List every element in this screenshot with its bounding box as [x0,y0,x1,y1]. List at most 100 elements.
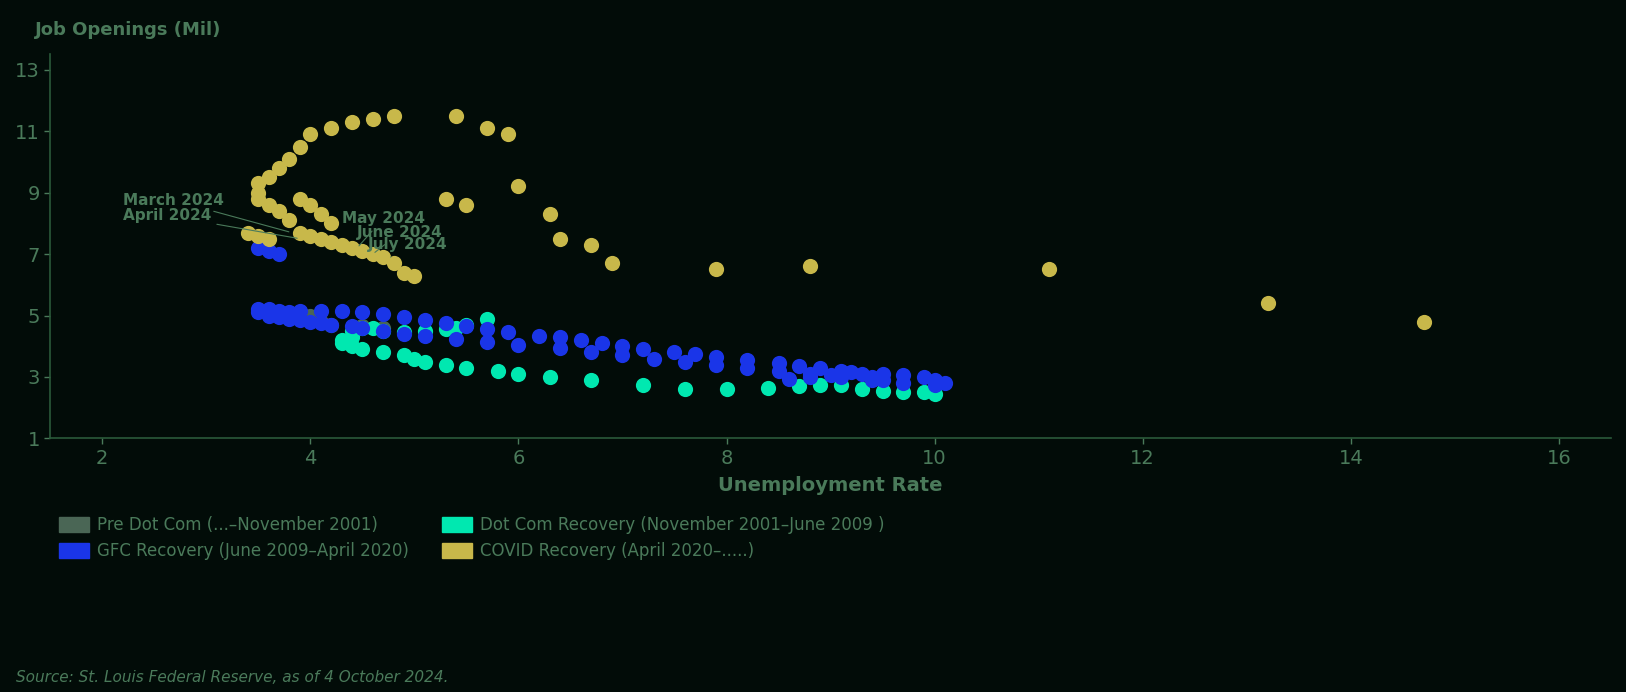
Point [371,309,397,320]
Text: Job Openings (Mil): Job Openings (Mil) [34,21,221,39]
Point [359,248,385,260]
Point [672,384,698,395]
Point [922,374,948,385]
Point [598,257,624,268]
Point [776,373,802,384]
Point [891,378,917,389]
Point [338,331,364,343]
Point [828,372,854,383]
Text: July 2024: July 2024 [367,237,447,257]
Legend: Pre Dot Com (...–November 2001), GFC Recovery (June 2009–April 2020), Dot Com Re: Pre Dot Com (...–November 2001), GFC Rec… [59,516,885,561]
Point [255,246,281,257]
Point [475,122,501,134]
Point [411,356,437,367]
Point [350,322,376,334]
Point [286,227,312,238]
Point [390,311,416,322]
Point [442,110,468,121]
Point [911,387,937,398]
Point [371,347,397,358]
Point [859,374,885,385]
Point [380,257,406,268]
Point [1036,264,1062,275]
Point [506,339,532,350]
Point [839,367,865,378]
Point [298,316,324,327]
Point [371,325,397,336]
Point [276,215,302,226]
Point [328,338,354,349]
Point [442,322,468,334]
Point [849,384,875,395]
Point [255,304,281,315]
Point [454,321,480,332]
Point [891,370,917,381]
Point [806,362,833,373]
Point [255,310,281,321]
Point [433,193,459,204]
Point [267,311,293,322]
Point [911,372,937,383]
Point [546,331,572,343]
Point [579,347,605,358]
Point [286,315,312,326]
Point [589,338,615,349]
Point [754,382,780,393]
Point [411,315,437,326]
Point [702,352,728,363]
Point [319,319,345,330]
Point [328,239,354,251]
Text: May 2024: May 2024 [341,211,424,246]
Point [350,307,376,318]
Point [390,267,416,278]
Point [475,324,501,335]
Point [631,344,657,355]
Point [683,348,709,359]
Point [1411,316,1437,327]
Point [338,340,364,352]
Point [350,321,376,332]
Point [870,385,896,397]
Point [735,362,761,373]
Point [286,141,312,152]
Point [787,361,813,372]
Point [494,327,520,338]
Point [319,236,345,247]
Point [276,313,302,324]
Point [546,343,572,354]
Point [797,261,823,272]
X-axis label: Unemployment Rate: Unemployment Rate [719,476,943,495]
Point [338,116,364,127]
Point [537,372,563,383]
Point [319,122,345,134]
Point [307,318,333,329]
Point [932,378,958,389]
Point [870,374,896,385]
Point [371,325,397,336]
Point [246,242,272,253]
Point [1255,298,1281,309]
Point [442,333,468,344]
Point [922,388,948,399]
Point [735,354,761,365]
Point [390,327,416,338]
Point [276,153,302,164]
Point [255,172,281,183]
Point [246,178,272,189]
Point [433,318,459,329]
Point [859,372,885,383]
Point [806,379,833,390]
Point [390,350,416,361]
Point [849,368,875,379]
Point [527,330,553,341]
Point [702,264,728,275]
Point [246,307,272,318]
Point [267,248,293,260]
Point [267,305,293,316]
Point [714,384,740,395]
Point [787,381,813,392]
Point [307,305,333,316]
Point [338,242,364,253]
Text: Source: St. Louis Federal Reserve, as of 4 October 2024.: Source: St. Louis Federal Reserve, as of… [16,670,449,685]
Point [307,208,333,219]
